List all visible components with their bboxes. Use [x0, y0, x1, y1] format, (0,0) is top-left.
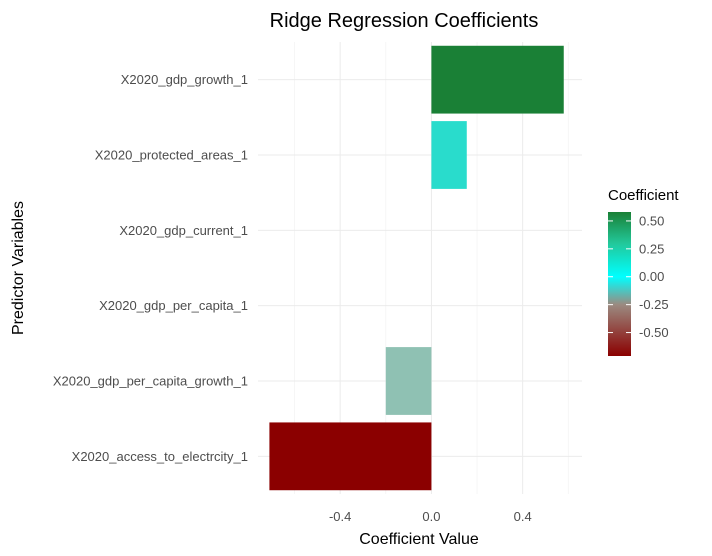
y-tick-label: X2020_gdp_growth_1: [121, 72, 248, 87]
y-tick-label: X2020_gdp_per_capita_1: [99, 298, 248, 313]
colorbar-ticks: 0.50 0.25 0.00 -0.25 -0.50: [608, 213, 669, 340]
bar: [431, 45, 564, 114]
colorbar: [608, 212, 631, 356]
x-tick-labels: -0.4 0.0 0.4: [329, 509, 532, 524]
chart-title: Ridge Regression Coefficients: [270, 10, 539, 32]
colorbar-tick-label: 0.00: [639, 269, 664, 284]
bars: [269, 45, 564, 491]
colorbar-tick-label: 0.25: [639, 241, 664, 256]
x-tick-label: -0.4: [329, 509, 351, 524]
y-tick-label: X2020_access_to_electrcity_1: [72, 449, 248, 464]
bar: [431, 121, 467, 189]
y-tick-label: X2020_gdp_current_1: [119, 223, 248, 238]
colorbar-tick-label: -0.50: [639, 325, 669, 340]
x-tick-label: 0.0: [422, 509, 440, 524]
x-tick-label: 0.4: [514, 509, 532, 524]
y-tick-labels: X2020_gdp_growth_1 X2020_protected_areas_…: [53, 72, 248, 464]
y-axis-title: Predictor Variables: [10, 201, 27, 335]
colorbar-tick-label: -0.25: [639, 297, 669, 312]
y-tick-label: X2020_protected_areas_1: [95, 148, 248, 163]
x-axis-title: Coefficient Value: [359, 531, 479, 548]
colorbar-tick-label: 0.50: [639, 213, 664, 228]
bar: [269, 422, 432, 491]
y-tick-label: X2020_gdp_per_capita_growth_1: [53, 374, 248, 389]
legend-title: Coefficient: [608, 187, 679, 204]
bar: [385, 347, 432, 415]
legend: Coefficient 0.50 0.25 0.00 -0.25 -0.50: [608, 187, 679, 356]
